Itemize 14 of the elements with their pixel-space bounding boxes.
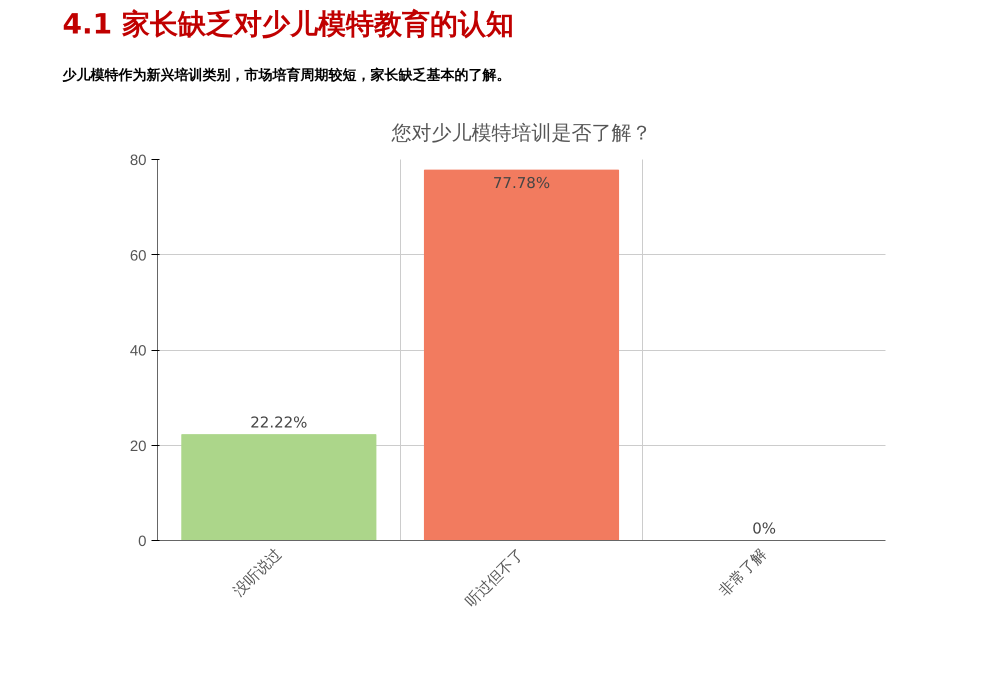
data-label: 77.78% — [492, 174, 550, 192]
data-label: 0% — [752, 520, 776, 538]
chart-subtitle: 少儿模特作为新兴培训类别，市场培育周期较短，家长缺乏基本的了解。 — [62, 66, 510, 84]
y-tick-label: 40 — [130, 342, 147, 360]
y-tick-label: 20 — [130, 438, 147, 455]
data-label: 22.22% — [250, 414, 308, 432]
y-tick-label: 0 — [138, 533, 146, 550]
text: 您对少儿模特培训是否了解？ — [390, 120, 652, 144]
x-tick-label: 听过但不了 — [462, 545, 528, 611]
y-tick-label: 60 — [130, 247, 147, 264]
chart-title: 4.1 家长缺乏对少儿模特教育的认知 — [62, 8, 514, 40]
x-tick-label: 非常了解 — [716, 545, 770, 600]
y-tick-label: 80 — [130, 152, 147, 169]
x-tick-label: 没听说过 — [230, 545, 285, 600]
